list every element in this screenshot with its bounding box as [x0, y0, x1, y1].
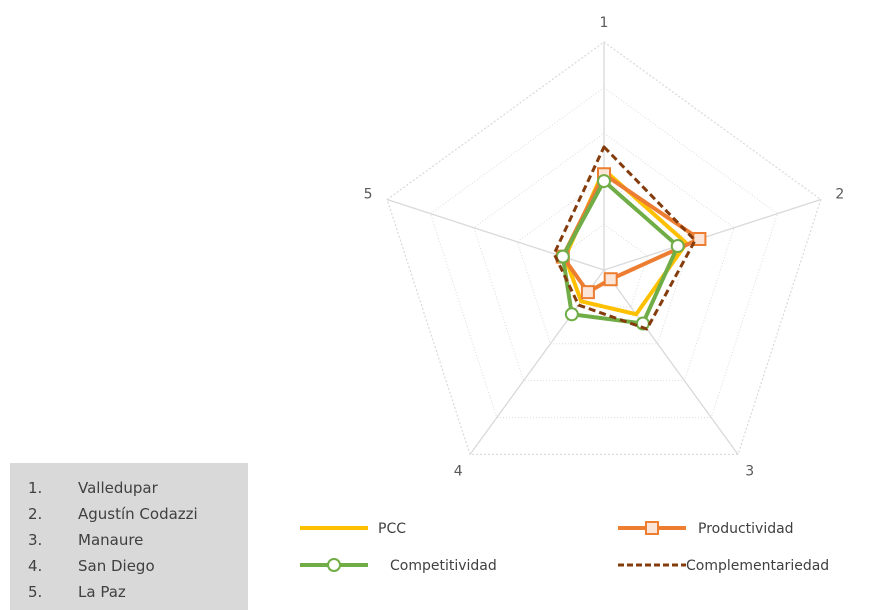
key-number: 4. [28, 557, 43, 575]
radar-grid [386, 41, 822, 456]
series-line [560, 179, 680, 326]
series-layer [552, 145, 707, 331]
series-competitividad [555, 174, 685, 331]
key-name: Valledupar [78, 479, 158, 497]
axis-spoke [603, 269, 739, 455]
series-complementariedad [552, 145, 697, 331]
axis-spoke [386, 198, 605, 271]
key-name: Manaure [78, 531, 144, 549]
data-point [603, 272, 618, 287]
legend-item: Complementariedad [618, 558, 829, 574]
legend-item: Competitividad [300, 558, 497, 574]
data-point [692, 231, 707, 246]
key-name: Agustín Codazzi [78, 505, 198, 523]
legend-label: Complementariedad [686, 558, 829, 574]
legend-marker [327, 558, 341, 572]
data-point [564, 307, 579, 322]
legend: PCC Productividad Competitividad Complement… [300, 521, 829, 574]
legend-marker [645, 521, 659, 535]
key-number: 2. [28, 505, 43, 523]
data-point [580, 285, 595, 300]
axis-label: 3 [745, 464, 754, 480]
key-name: La Paz [78, 583, 126, 601]
grid-ring [386, 41, 822, 456]
series-productividad [555, 167, 707, 300]
axis-spoke [603, 198, 822, 271]
legend-label: Productividad [698, 521, 794, 537]
axis-label: 5 [364, 186, 373, 202]
data-point [597, 174, 611, 189]
data-point [670, 239, 685, 254]
grid-ring [473, 132, 735, 382]
legend-label: Competitividad [390, 558, 497, 574]
legend-item: PCC [300, 521, 406, 537]
axis-labels: 1 2 3 4 5 [364, 15, 845, 480]
legend-label: PCC [378, 521, 406, 537]
series-line [552, 145, 697, 331]
axis-label: 4 [454, 464, 463, 480]
key-number: 3. [28, 531, 43, 549]
key-number: 1. [28, 479, 43, 497]
legend-item: Productividad [618, 521, 794, 537]
municipality-key: 1. Valledupar 2. Agustín Codazzi 3. Mana… [10, 463, 248, 610]
key-name: San Diego [78, 557, 155, 575]
key-number: 5. [28, 583, 43, 601]
axis-label: 1 [600, 15, 609, 31]
axis-label: 2 [835, 186, 844, 202]
